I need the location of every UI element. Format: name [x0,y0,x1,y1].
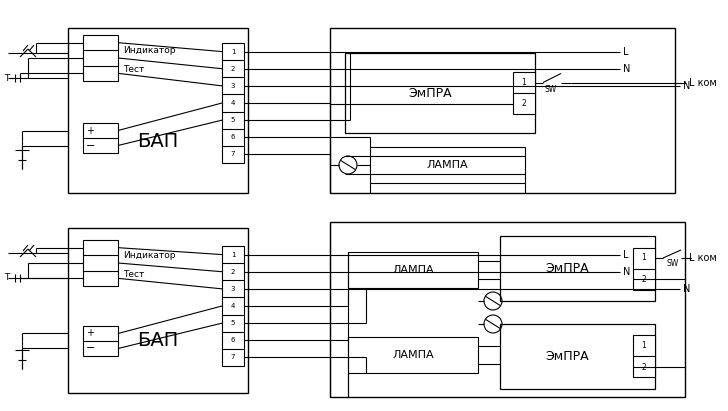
Text: N: N [623,267,630,277]
Text: 6: 6 [231,134,235,140]
Text: 1: 1 [522,78,526,87]
Text: ЭмПРА: ЭмПРА [408,86,452,99]
Bar [345,53,535,133]
Bar [68,28,248,193]
Text: N: N [623,64,630,74]
Text: L: L [623,46,628,57]
Bar [633,247,655,289]
Text: 3: 3 [231,286,235,292]
Text: 7: 7 [231,354,235,360]
Text: T: T [4,273,9,282]
Bar [348,337,478,373]
Text: 4: 4 [231,100,235,106]
Text: Тест: Тест [123,65,144,74]
Text: БАП: БАП [138,132,178,150]
Text: ЭмПРА: ЭмПРА [546,350,589,363]
Text: L: L [623,249,628,260]
Bar [83,35,118,81]
Text: Тест: Тест [123,270,144,279]
Bar [348,252,478,288]
Text: 2: 2 [641,275,646,284]
Bar [500,236,655,301]
Bar [222,246,244,366]
Text: Индикатор: Индикатор [123,251,175,260]
Text: ЛАМПА: ЛАМПА [392,350,434,360]
Bar [83,326,118,356]
Text: 5: 5 [231,117,235,123]
Text: N: N [683,284,690,294]
Text: 2: 2 [231,269,235,275]
Bar [330,222,685,397]
Text: ЛАМПА: ЛАМПА [392,265,434,275]
Text: 2: 2 [641,363,646,372]
Text: 4: 4 [231,303,235,309]
Text: 3: 3 [231,83,235,89]
Text: +: + [86,125,94,136]
Text: Индикатор: Индикатор [123,46,175,55]
Text: 5: 5 [231,320,235,326]
Text: L ком: L ком [689,78,717,88]
Bar [83,123,118,153]
Text: 2: 2 [522,99,526,108]
Text: N: N [683,81,690,91]
Text: 1: 1 [641,254,646,263]
Bar [68,228,248,393]
Text: +: + [86,328,94,339]
Text: SW: SW [667,259,679,268]
Bar [330,28,675,193]
Bar [83,240,118,286]
Text: L ком: L ком [689,253,717,263]
Bar [370,147,525,183]
Text: −: − [86,141,95,150]
Text: 7: 7 [231,151,235,157]
Text: 1: 1 [231,252,235,258]
Text: 1: 1 [641,342,646,351]
Text: БАП: БАП [138,332,178,351]
Bar [633,335,655,377]
Bar [222,43,244,163]
Text: 1: 1 [231,48,235,55]
Bar [500,324,655,389]
Text: −: − [86,344,95,353]
Bar [513,72,535,114]
Text: ЭмПРА: ЭмПРА [546,262,589,275]
Text: SW: SW [545,85,557,94]
Text: 6: 6 [231,337,235,343]
Text: 2: 2 [231,66,235,72]
Text: ЛАМПА: ЛАМПА [427,160,468,170]
Text: T: T [4,74,9,83]
